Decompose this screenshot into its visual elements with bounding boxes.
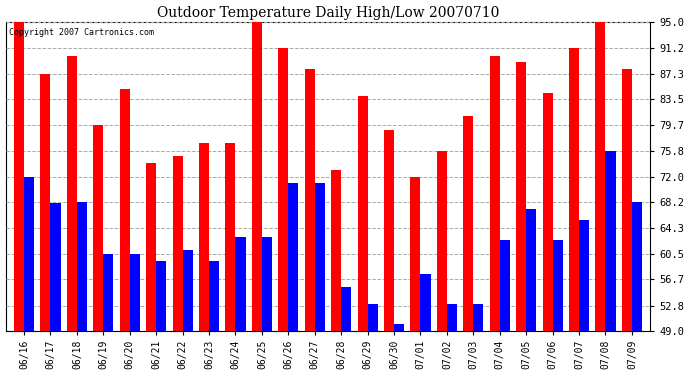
Bar bbox=[463, 116, 473, 331]
Bar bbox=[553, 240, 562, 331]
Bar bbox=[473, 304, 484, 331]
Bar bbox=[341, 287, 351, 331]
Bar bbox=[67, 56, 77, 331]
Bar bbox=[305, 69, 315, 331]
Bar bbox=[199, 143, 209, 331]
Bar bbox=[262, 237, 272, 331]
Bar bbox=[156, 261, 166, 331]
Bar bbox=[632, 202, 642, 331]
Bar bbox=[411, 177, 420, 331]
Bar bbox=[104, 254, 113, 331]
Bar bbox=[278, 48, 288, 331]
Bar bbox=[500, 240, 510, 331]
Bar bbox=[315, 183, 325, 331]
Bar bbox=[183, 251, 193, 331]
Bar bbox=[368, 304, 377, 331]
Bar bbox=[41, 74, 50, 331]
Title: Outdoor Temperature Daily High/Low 20070710: Outdoor Temperature Daily High/Low 20070… bbox=[157, 6, 499, 20]
Bar bbox=[490, 56, 500, 331]
Bar bbox=[146, 163, 156, 331]
Bar bbox=[226, 143, 235, 331]
Bar bbox=[526, 209, 536, 331]
Bar bbox=[209, 261, 219, 331]
Bar bbox=[77, 202, 87, 331]
Bar bbox=[579, 220, 589, 331]
Bar bbox=[172, 156, 183, 331]
Bar bbox=[622, 69, 632, 331]
Bar bbox=[384, 130, 394, 331]
Bar bbox=[420, 274, 431, 331]
Bar bbox=[120, 89, 130, 331]
Text: Copyright 2007 Cartronics.com: Copyright 2007 Cartronics.com bbox=[9, 28, 154, 37]
Bar bbox=[357, 96, 368, 331]
Bar bbox=[252, 22, 262, 331]
Bar bbox=[569, 48, 579, 331]
Bar bbox=[235, 237, 246, 331]
Bar bbox=[437, 151, 447, 331]
Bar bbox=[595, 22, 606, 331]
Bar bbox=[516, 62, 526, 331]
Bar bbox=[331, 170, 341, 331]
Bar bbox=[50, 204, 61, 331]
Bar bbox=[606, 151, 615, 331]
Bar bbox=[93, 125, 104, 331]
Bar bbox=[130, 254, 140, 331]
Bar bbox=[447, 304, 457, 331]
Bar bbox=[14, 22, 24, 331]
Bar bbox=[288, 183, 298, 331]
Bar bbox=[542, 93, 553, 331]
Bar bbox=[394, 324, 404, 331]
Bar bbox=[24, 177, 34, 331]
